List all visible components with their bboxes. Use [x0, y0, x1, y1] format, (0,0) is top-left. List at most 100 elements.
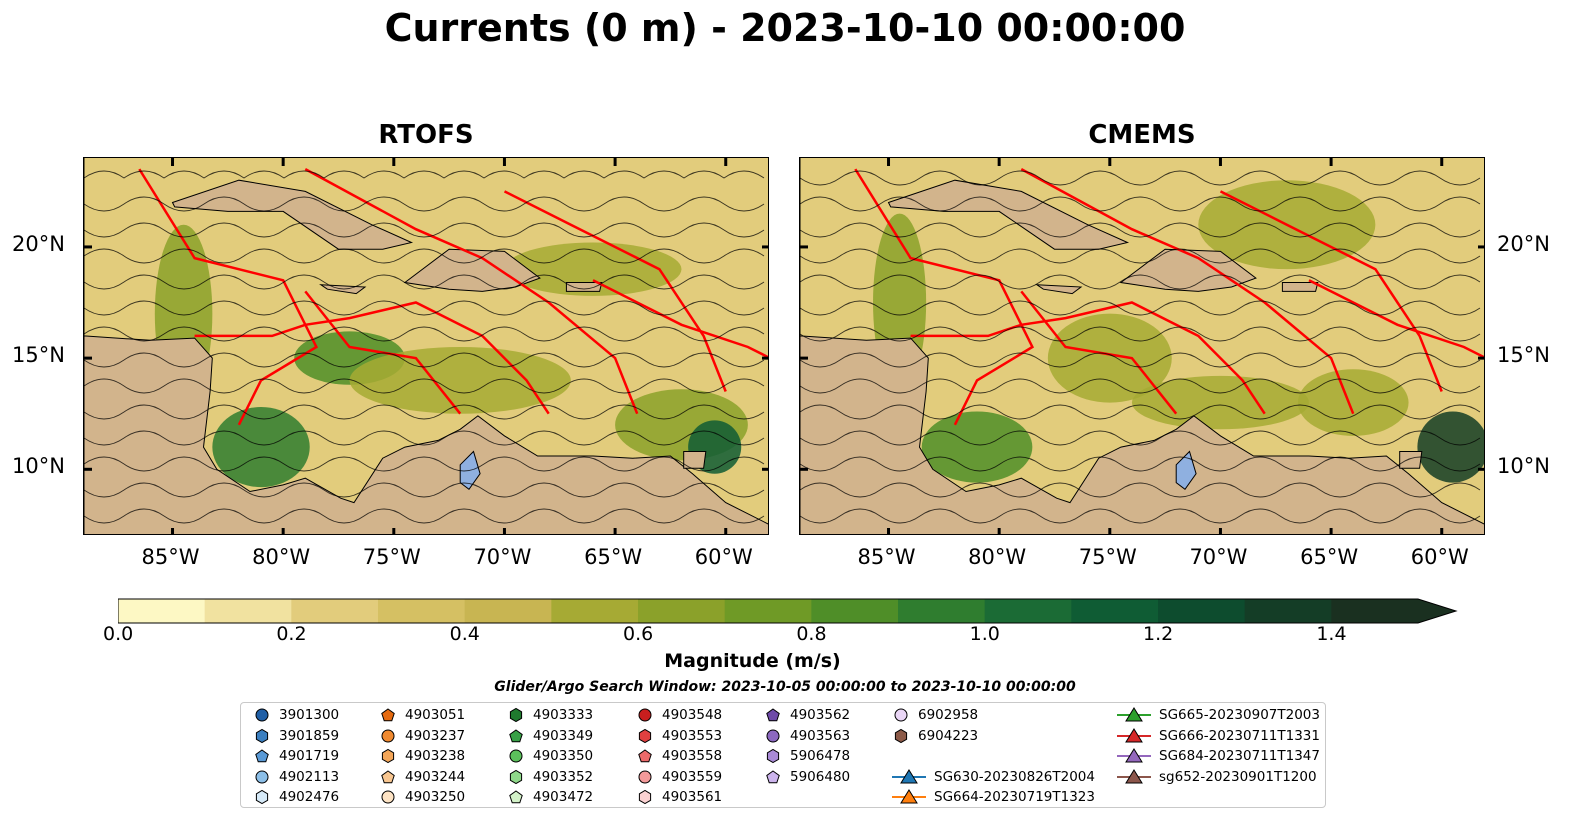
- hexagon-marker-icon: [638, 789, 652, 805]
- y-tick-label-right: 15°N: [1497, 343, 1550, 368]
- x-tick-label: 80°W: [252, 545, 311, 569]
- legend-item: 4903558: [636, 748, 722, 764]
- land: [171, 179, 414, 250]
- colorbar-segment: [724, 599, 812, 623]
- legend-item: 3901859: [253, 728, 339, 744]
- legend-label: SG665-20230907T2003: [1159, 707, 1320, 723]
- circle-marker-icon: [255, 770, 269, 783]
- colorbar-segment: [291, 599, 379, 623]
- legend-item: 4903051: [379, 707, 465, 723]
- colorbar-tick-label: 1.2: [1143, 623, 1174, 645]
- triangle-line-marker-icon: [1117, 707, 1151, 722]
- y-tick-label-right: 10°N: [1497, 454, 1550, 479]
- circle-marker-icon: [255, 708, 269, 722]
- legend-label: 4903238: [405, 748, 466, 764]
- magnitude-band: [1047, 313, 1172, 403]
- legend-label: 4903051: [405, 707, 466, 723]
- map-panel-rtofs: [83, 157, 769, 535]
- pentagon-marker-icon: [381, 708, 395, 722]
- colorbar-segment: [1244, 599, 1332, 623]
- boundary-line: [194, 301, 550, 415]
- panel-title-rtofs: RTOFS: [378, 120, 474, 150]
- legend-label: 4903237: [405, 727, 466, 744]
- magnitude-band: [504, 242, 682, 296]
- legend-item: 4901719: [253, 748, 339, 764]
- legend-label: 4903559: [662, 768, 723, 785]
- legend-item: 4903244: [379, 769, 465, 785]
- streamline: [800, 274, 1481, 290]
- colorbar-segment: [1331, 599, 1419, 623]
- colorbar-tick-label: 0.2: [276, 623, 307, 645]
- legend-item: SG664-20230719T1323: [892, 789, 1095, 805]
- legend-label: 4903562: [790, 707, 851, 723]
- legend-item: sg652-20230901T1200: [1117, 769, 1317, 785]
- streamline: [84, 430, 765, 446]
- streamline: [800, 352, 1481, 368]
- streamline: [800, 300, 1481, 316]
- legend-label: 3901300: [279, 707, 340, 723]
- streamline: [800, 404, 1481, 420]
- x-tick-label: 75°W: [1078, 545, 1137, 569]
- colorbar-segment: [898, 599, 986, 623]
- streamline: [800, 508, 1481, 524]
- legend-label: SG684-20230711T1347: [1159, 748, 1320, 764]
- colorbar: [117, 596, 1458, 626]
- legend-item: 4903472: [507, 789, 593, 805]
- circle-marker-icon: [381, 729, 395, 742]
- hexagon-marker-icon: [894, 728, 908, 743]
- pentagon-marker-icon: [766, 769, 780, 783]
- figure-title: Currents (0 m) - 2023-10-10 00:00:00: [384, 6, 1186, 50]
- streamline: [84, 248, 765, 264]
- colorbar-tick-label: 0.6: [623, 623, 654, 645]
- legend-item: 4903349: [507, 728, 593, 744]
- legend-label: sg652-20230901T1200: [1159, 768, 1317, 785]
- triangle-line-marker-icon: [1117, 748, 1151, 763]
- y-tick-label-right: 20°N: [1497, 231, 1550, 256]
- hexagon-marker-icon: [255, 728, 269, 743]
- hexagon-marker-icon: [509, 707, 523, 723]
- boundary-line: [1308, 279, 1484, 359]
- streamline: [84, 456, 765, 472]
- magnitude-band: [921, 411, 1033, 483]
- colorbar-segment: [984, 599, 1072, 623]
- legend-label: 4903333: [533, 707, 594, 723]
- colorbar-segment: [551, 599, 639, 623]
- boundary-line: [304, 168, 639, 415]
- legend-item: SG665-20230907T2003: [1117, 707, 1320, 723]
- pentagon-marker-icon: [509, 728, 523, 742]
- streamline: [84, 222, 765, 238]
- land: [1399, 451, 1423, 469]
- land: [403, 248, 541, 292]
- legend-label: 4903472: [533, 789, 594, 805]
- land: [1281, 282, 1319, 292]
- legend-item: 4903250: [379, 789, 465, 805]
- colorbar-segment: [638, 599, 726, 623]
- streamline: [84, 508, 765, 524]
- streamline: [84, 404, 765, 420]
- legend-label: 3901859: [279, 727, 340, 744]
- boundary-line: [1020, 168, 1355, 415]
- x-tick-label: 80°W: [968, 545, 1027, 569]
- legend-label: SG630-20230826T2004: [934, 768, 1095, 785]
- map-svg-rtofs: [84, 158, 768, 534]
- legend-item: SG684-20230711T1347: [1117, 748, 1320, 764]
- legend-item: 4903563: [764, 728, 850, 744]
- streamline: [84, 326, 765, 342]
- search-window-text: Glider/Argo Search Window: 2023-10-05 00…: [494, 679, 1076, 695]
- x-tick-label: 75°W: [362, 545, 421, 569]
- legend-label: 6902958: [918, 707, 979, 723]
- map-svg-cmems: [800, 158, 1484, 534]
- legend-item: 4903562: [764, 707, 850, 723]
- legend-item: 5906478: [764, 748, 850, 764]
- magnitude-band: [212, 407, 310, 488]
- legend-label: 4903250: [405, 789, 466, 805]
- legend: 3901300 3901859 4901719 4902113 4902476 49030…: [240, 702, 1326, 808]
- legend-item: 4903352: [507, 769, 593, 785]
- circle-marker-icon: [766, 729, 780, 742]
- legend-item: 4903237: [379, 728, 465, 744]
- legend-label: 6904223: [918, 727, 979, 744]
- streamline: [800, 170, 1481, 186]
- legend-item: 4903561: [636, 789, 722, 805]
- magnitude-band: [1297, 369, 1409, 436]
- x-tick-label: 70°W: [1189, 545, 1248, 569]
